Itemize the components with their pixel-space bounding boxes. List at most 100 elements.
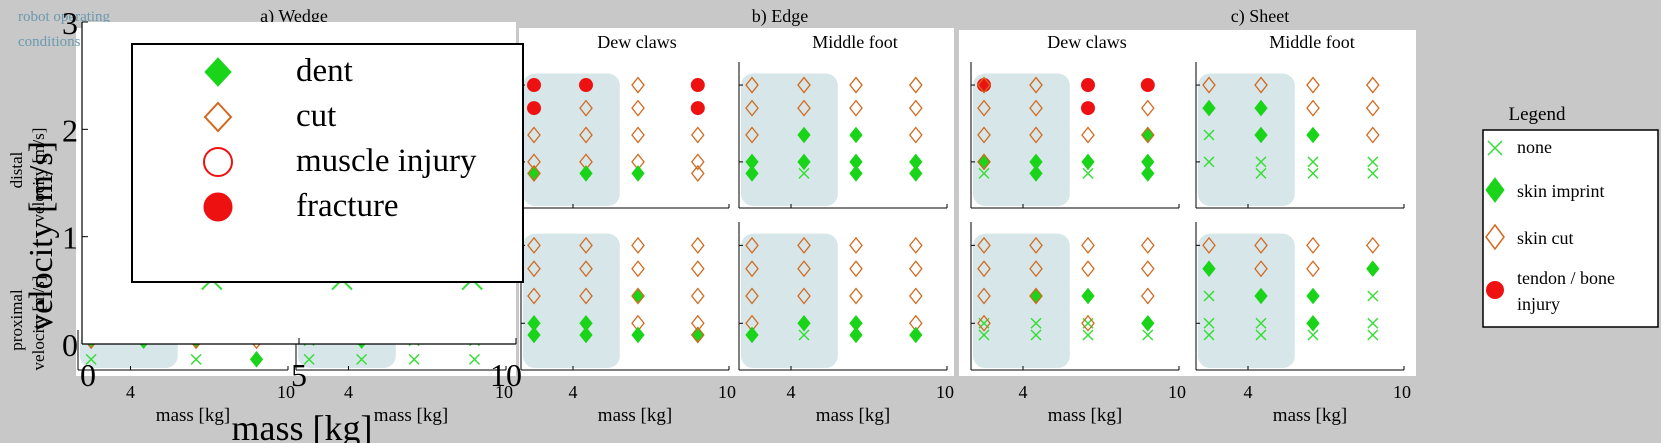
data-point-imprint <box>797 314 811 332</box>
inner-y-tick-label: 2 <box>62 112 78 148</box>
marker-cut-shape <box>690 164 705 182</box>
marker-fracture-shape <box>1081 78 1095 93</box>
marker-none-stroke <box>1203 329 1215 341</box>
marker-fracture-shape <box>527 78 541 93</box>
marker-cut-shape <box>977 260 991 278</box>
legend-skin-imprint-label: skin imprint <box>1517 181 1605 201</box>
marker-imprint-shape <box>1029 165 1043 182</box>
marker-cut-shape <box>527 164 541 182</box>
data-point-cut <box>1140 99 1155 117</box>
marker-cut-shape <box>977 236 991 254</box>
legend-title: Legend <box>1509 104 1566 125</box>
marker-cut-shape <box>849 287 863 305</box>
marker-none-stroke <box>408 353 420 365</box>
data-point-none <box>1142 329 1154 341</box>
marker-imprint-shape <box>631 165 645 182</box>
data-point-cut <box>1306 236 1320 254</box>
subplot-edge-distal-middle-foot: Middle foot <box>738 32 948 209</box>
marker-cut-shape <box>977 76 991 94</box>
data-point-none <box>1367 156 1379 168</box>
marker-cut-shape <box>1081 314 1095 332</box>
marker-cut-shape <box>631 287 645 305</box>
data-point-none <box>1082 329 1094 341</box>
inner-y-tick-label: 3 <box>62 5 78 41</box>
data-point-cut <box>977 126 991 144</box>
data-point-none <box>1255 156 1267 168</box>
marker-cut-shape <box>1081 260 1095 278</box>
data-point-imprint <box>631 326 645 344</box>
marker-cut-shape <box>631 76 645 94</box>
marker-cut-shape <box>797 287 811 305</box>
x-axis-label: mass [kg] <box>1048 405 1122 426</box>
marker-imprint-shape <box>745 165 759 182</box>
data-point-cut <box>1081 260 1095 278</box>
x-axis-label: mass [kg] <box>156 405 230 426</box>
data-point-cut <box>631 99 645 117</box>
inner-legend-muscle-marker <box>203 147 233 177</box>
data-point-cut <box>631 126 645 144</box>
marker-none-stroke <box>190 353 202 365</box>
data-point-none <box>408 353 420 365</box>
data-point-cut <box>1029 287 1043 305</box>
data-point-cut <box>1140 126 1155 144</box>
data-point-fracture <box>977 78 991 93</box>
marker-imprint-shape <box>527 326 541 344</box>
data-point-none <box>798 167 810 179</box>
panel-title-edge: b) Edge <box>752 6 808 27</box>
x-tick-label: 10 <box>277 382 295 402</box>
data-point-imprint <box>849 326 863 344</box>
data-point-cut <box>745 260 759 278</box>
operating-region <box>1198 233 1295 368</box>
marker-cut-shape <box>745 126 759 144</box>
marker-fracture-shape <box>1140 78 1155 93</box>
marker-none-stroke <box>798 329 810 341</box>
data-point-cut <box>908 76 923 94</box>
marker-none-stroke <box>1203 156 1215 168</box>
data-point-imprint <box>1081 153 1095 171</box>
data-point-cut <box>1202 236 1216 254</box>
data-point-cut <box>579 260 593 278</box>
marker-cut-shape <box>1306 236 1320 254</box>
marker-cut-shape <box>579 236 593 254</box>
marker-cut-shape <box>908 287 923 305</box>
marker-none-stroke <box>356 353 368 365</box>
data-point-imprint <box>797 126 811 144</box>
marker-fracture-shape <box>690 78 705 93</box>
data-point-imprint <box>909 165 923 182</box>
inner-legend-cut-label: cut <box>296 98 336 134</box>
marker-none-stroke <box>1367 317 1379 329</box>
data-point-cut <box>631 287 645 305</box>
legend-box <box>1482 129 1659 328</box>
data-point-cut <box>579 126 593 144</box>
data-point-cut <box>797 76 811 94</box>
marker-cut-shape <box>1140 287 1155 305</box>
marker-cut-shape <box>849 236 863 254</box>
legend-skin-cut-marker <box>1485 223 1505 251</box>
marker-cut-shape <box>1365 99 1380 117</box>
marker-none-stroke <box>1307 156 1319 168</box>
marker-cut-shape <box>1306 99 1320 117</box>
marker-cut-shape <box>977 99 991 117</box>
marker-cut-shape <box>631 99 645 117</box>
data-point-imprint <box>849 165 863 182</box>
data-point-cut <box>849 99 863 117</box>
data-point-cut <box>797 287 811 305</box>
x-tick-label: 4 <box>569 382 578 402</box>
data-point-fracture <box>690 101 705 116</box>
marker-cut-shape <box>1029 287 1043 305</box>
inner-y-tick-label: 1 <box>62 220 78 256</box>
data-point-cut <box>1365 126 1380 144</box>
data-point-none <box>798 329 810 341</box>
overlay-caption-part: robot operating <box>18 9 111 25</box>
marker-cut-shape <box>1306 76 1320 94</box>
data-point-cut <box>745 76 759 94</box>
data-point-cut <box>690 326 705 344</box>
marker-none-stroke <box>1203 317 1215 329</box>
data-point-imprint <box>745 326 759 344</box>
marker-cut-shape <box>579 260 593 278</box>
marker-cut-shape <box>690 260 705 278</box>
x-tick-label: 4 <box>1019 382 1028 402</box>
data-point-imprint <box>797 153 811 171</box>
marker-imprint-shape <box>579 165 593 182</box>
